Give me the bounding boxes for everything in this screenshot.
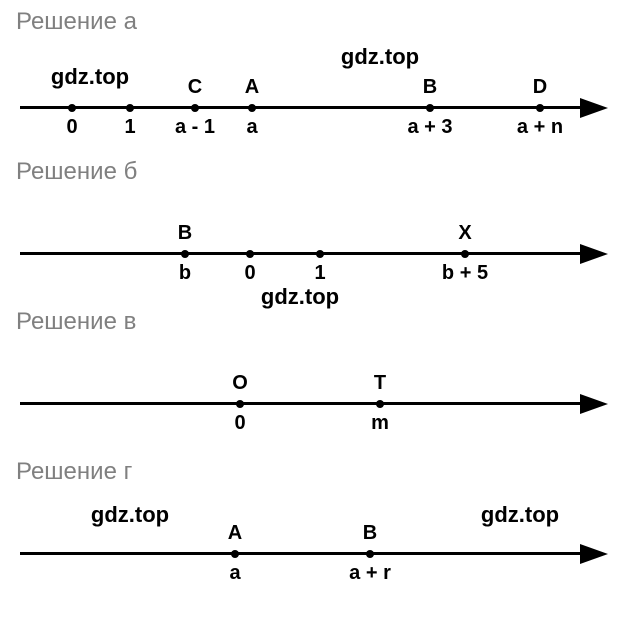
numberline-diagram: O 0 Tm bbox=[0, 344, 622, 454]
point-lower-label: b + 5 bbox=[442, 262, 488, 285]
numberline bbox=[20, 402, 582, 405]
numberline bbox=[20, 106, 582, 109]
tick-dot bbox=[461, 250, 469, 258]
point-upper-label: A bbox=[245, 76, 259, 99]
arrowhead-icon bbox=[580, 244, 608, 264]
watermark: gdz.top bbox=[261, 284, 339, 310]
tick-dot bbox=[426, 104, 434, 112]
point-lower-label: b bbox=[179, 262, 191, 285]
tick-dot bbox=[181, 250, 189, 258]
tick-dot bbox=[246, 250, 254, 258]
tick-dot bbox=[248, 104, 256, 112]
tick-dot bbox=[376, 400, 384, 408]
point-upper-label: A bbox=[228, 522, 242, 545]
arrowhead-icon bbox=[580, 98, 608, 118]
point-upper-label: B bbox=[423, 76, 437, 99]
section-title: Решение г bbox=[0, 458, 622, 486]
point-lower-label: a + r bbox=[349, 562, 391, 585]
point-upper-label: O bbox=[232, 372, 248, 395]
section-1: Решение бgdz.topBb01Xb + 5 bbox=[0, 158, 622, 304]
tick-dot bbox=[231, 550, 239, 558]
point-lower-label: a - 1 bbox=[175, 116, 215, 139]
point-upper-label: X bbox=[458, 222, 471, 245]
section-0: Решение а gdz.top gdz.top 0 1 Ca - 1 Aa Ba + 3 D… bbox=[0, 8, 622, 154]
section-title: Решение б bbox=[0, 158, 622, 186]
numberline-diagram: gdz.top gdz.top 0 1 Ca - 1 Aa Ba + 3 Da + n bbox=[0, 44, 622, 154]
point-lower-label: m bbox=[371, 412, 389, 435]
point-lower-label: a bbox=[246, 116, 257, 139]
point-lower-label: 1 bbox=[314, 262, 325, 285]
point-upper-label: C bbox=[188, 76, 202, 99]
section-3: Решение г gdz.top gdz.top Aa Ba + r bbox=[0, 458, 622, 604]
point-lower-label: 0 bbox=[234, 412, 245, 435]
point-upper-label: B bbox=[178, 222, 192, 245]
tick-dot bbox=[126, 104, 134, 112]
section-2: Решение в O 0 Tm bbox=[0, 308, 622, 454]
arrowhead-icon bbox=[580, 394, 608, 414]
arrowhead-icon bbox=[580, 544, 608, 564]
point-upper-label: D bbox=[533, 76, 547, 99]
numberline-diagram: gdz.top gdz.top Aa Ba + r bbox=[0, 494, 622, 604]
point-lower-label: a + 3 bbox=[407, 116, 452, 139]
numberline bbox=[20, 552, 582, 555]
tick-dot bbox=[236, 400, 244, 408]
point-lower-label: a + n bbox=[517, 116, 563, 139]
point-lower-label: 0 bbox=[66, 116, 77, 139]
tick-dot bbox=[366, 550, 374, 558]
tick-dot bbox=[191, 104, 199, 112]
point-lower-label: a bbox=[229, 562, 240, 585]
tick-dot bbox=[536, 104, 544, 112]
watermark: gdz.top bbox=[91, 502, 169, 528]
point-lower-label: 1 bbox=[124, 116, 135, 139]
numberline-diagram: gdz.topBb01Xb + 5 bbox=[0, 194, 622, 304]
watermark: gdz.top bbox=[481, 502, 559, 528]
section-title: Решение а bbox=[0, 8, 622, 36]
watermark: gdz.top bbox=[51, 64, 129, 90]
watermark: gdz.top bbox=[341, 44, 419, 70]
numberline bbox=[20, 252, 582, 255]
point-lower-label: 0 bbox=[244, 262, 255, 285]
tick-dot bbox=[316, 250, 324, 258]
point-upper-label: B bbox=[363, 522, 377, 545]
section-title: Решение в bbox=[0, 308, 622, 336]
point-upper-label: T bbox=[374, 372, 386, 395]
tick-dot bbox=[68, 104, 76, 112]
